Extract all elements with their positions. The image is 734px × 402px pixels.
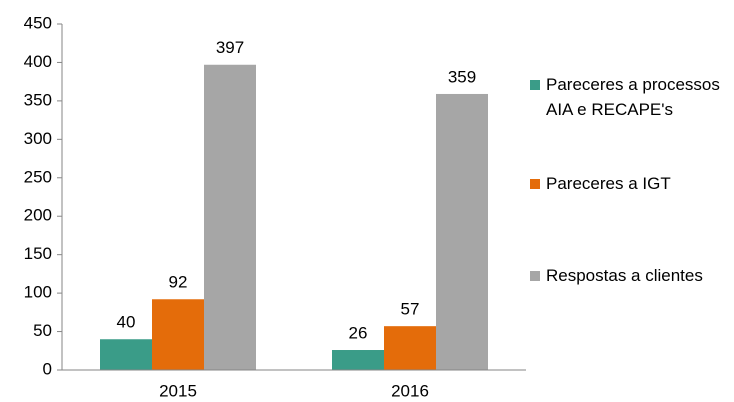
legend-item: Pareceres a processos AIA e RECAPE's: [530, 72, 725, 122]
y-tick-label: 200: [24, 206, 52, 225]
legend-item: Respostas a clientes: [530, 263, 725, 288]
data-label: 40: [117, 313, 136, 332]
legend-label: Pareceres a IGT: [546, 174, 671, 193]
y-tick-label: 400: [24, 52, 52, 71]
y-tick-label: 350: [24, 90, 52, 109]
bar: [152, 299, 204, 370]
legend-label: Respostas a clientes: [546, 266, 703, 285]
x-tick-label: 2015: [159, 381, 197, 400]
legend-swatch: [530, 80, 540, 90]
y-tick-label: 450: [24, 13, 52, 32]
y-tick-label: 150: [24, 244, 52, 263]
bar: [384, 326, 436, 370]
y-tick-label: 0: [43, 359, 52, 378]
data-label: 397: [216, 38, 244, 57]
bar: [204, 64, 256, 371]
y-tick-label: 50: [33, 321, 52, 340]
legend-swatch: [530, 179, 540, 189]
data-label: 57: [401, 300, 420, 319]
data-label: 92: [169, 273, 188, 292]
legend-item: Pareceres a IGT: [530, 171, 725, 196]
bar: [100, 339, 152, 370]
legend-label: Pareceres a processos AIA e RECAPE's: [546, 75, 720, 119]
y-tick-label: 100: [24, 283, 52, 302]
bar: [436, 93, 488, 371]
x-tick-label: 2016: [391, 381, 429, 400]
y-tick-label: 300: [24, 129, 52, 148]
data-label: 26: [349, 323, 368, 342]
bar: [332, 350, 384, 370]
y-tick-label: 250: [24, 167, 52, 186]
data-label: 359: [448, 67, 476, 86]
legend-swatch: [530, 271, 540, 281]
